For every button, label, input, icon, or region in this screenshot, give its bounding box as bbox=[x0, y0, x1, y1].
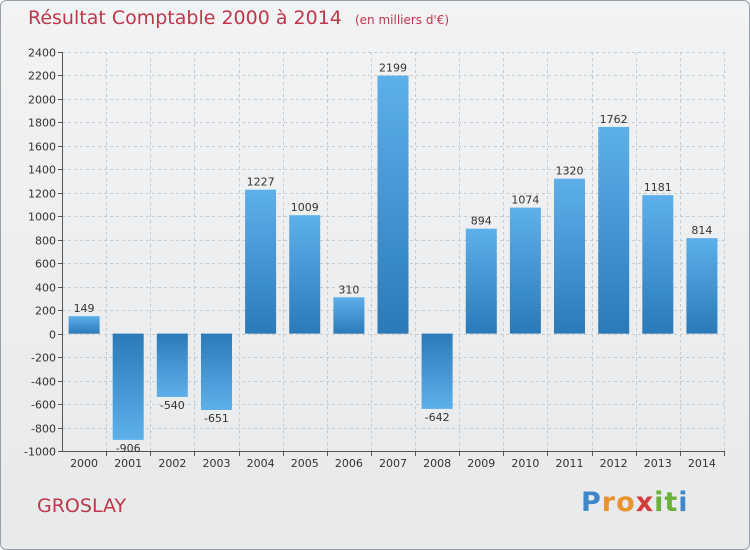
brand-letter: x bbox=[635, 487, 655, 518]
x-tick-label: 2004 bbox=[247, 457, 275, 470]
bar bbox=[289, 215, 321, 334]
x-tick-label: 2013 bbox=[644, 457, 672, 470]
title-row: Résultat Comptable 2000 à 2014 (en milli… bbox=[28, 7, 449, 29]
data-label: 2199 bbox=[379, 62, 407, 75]
y-tick-label: 600 bbox=[35, 258, 56, 271]
data-label: 1009 bbox=[291, 201, 319, 214]
bar bbox=[465, 228, 497, 334]
x-tick-label: 2010 bbox=[511, 457, 539, 470]
x-tick-label: 2008 bbox=[423, 457, 451, 470]
data-label: -642 bbox=[425, 411, 450, 424]
y-tick-label: 1800 bbox=[28, 117, 56, 130]
brand-letter: P bbox=[581, 487, 602, 518]
data-label: 894 bbox=[471, 215, 492, 228]
x-tick-label: 2014 bbox=[688, 457, 716, 470]
brand-letter: t bbox=[664, 487, 679, 518]
x-tick-label: 2000 bbox=[70, 457, 98, 470]
y-tick-label: 800 bbox=[35, 235, 56, 248]
x-tick-label: 2012 bbox=[600, 457, 628, 470]
y-tick-label: 2000 bbox=[28, 94, 56, 107]
y-tick-label: 0 bbox=[49, 329, 56, 342]
bar bbox=[112, 333, 144, 440]
y-tick-label: -1000 bbox=[24, 446, 56, 459]
bar bbox=[598, 126, 630, 334]
x-tick-label: 2005 bbox=[291, 457, 319, 470]
y-tick-label: 1600 bbox=[28, 141, 56, 154]
data-label: 1181 bbox=[644, 181, 672, 194]
data-labels: 149 -906 -540 -651 1227 1009 310 2199 -642 894 107… bbox=[74, 62, 713, 455]
y-tick-label: 200 bbox=[35, 305, 56, 318]
bar bbox=[68, 316, 100, 334]
bar bbox=[421, 333, 453, 409]
y-tick-label: 2400 bbox=[28, 47, 56, 60]
x-tick-label: 2007 bbox=[379, 457, 407, 470]
data-label: 149 bbox=[74, 302, 95, 315]
data-label: 310 bbox=[338, 283, 359, 296]
bar bbox=[554, 178, 585, 334]
x-tick-label: 2009 bbox=[467, 457, 495, 470]
y-tick-label: -800 bbox=[31, 423, 56, 436]
bar bbox=[377, 75, 409, 334]
data-label: -540 bbox=[160, 399, 185, 412]
x-tick-label: 2011 bbox=[556, 457, 584, 470]
x-tick-label: 2001 bbox=[114, 457, 142, 470]
data-label: 1762 bbox=[600, 113, 628, 126]
brand-letter: i bbox=[678, 487, 689, 518]
y-tick-label: 1200 bbox=[28, 188, 56, 201]
bar bbox=[686, 238, 718, 334]
brand-letter: i bbox=[654, 487, 665, 518]
bar bbox=[201, 333, 232, 410]
brand-letter: o bbox=[616, 487, 636, 518]
bar bbox=[509, 207, 541, 334]
data-label: 1320 bbox=[556, 165, 584, 178]
y-tick-label: 1000 bbox=[28, 211, 56, 224]
y-tick-label: 2200 bbox=[28, 70, 56, 83]
chart-subtitle: (en milliers d'€) bbox=[354, 13, 450, 27]
data-label: 1074 bbox=[511, 194, 539, 207]
y-tick-label: -200 bbox=[31, 352, 56, 365]
x-tick-label: 2006 bbox=[335, 457, 363, 470]
bars bbox=[68, 75, 718, 440]
brand-letter: r bbox=[601, 487, 617, 518]
y-tick-label: -400 bbox=[31, 376, 56, 389]
y-tick-label: 400 bbox=[35, 282, 56, 295]
x-tick-label: 2002 bbox=[158, 457, 186, 470]
bar bbox=[245, 189, 277, 334]
data-label: -651 bbox=[204, 412, 229, 425]
data-label: -906 bbox=[116, 442, 141, 455]
data-label: 1227 bbox=[247, 176, 275, 189]
data-label: 814 bbox=[691, 224, 712, 237]
x-tick-label: 2003 bbox=[202, 457, 230, 470]
bar bbox=[156, 333, 188, 397]
bar bbox=[642, 195, 674, 334]
chart-title: Résultat Comptable 2000 à 2014 bbox=[28, 7, 342, 29]
bar bbox=[333, 297, 365, 334]
y-tick-label: 1400 bbox=[28, 164, 56, 177]
axes: -1000 -800 -600 -400 -200 0 200 400 600 800 1000 12… bbox=[24, 47, 725, 470]
proxiti-logo[interactable]: Proxiti bbox=[581, 487, 689, 518]
commune-name: GROSLAY bbox=[37, 495, 127, 517]
y-tick-label: -600 bbox=[31, 399, 56, 412]
